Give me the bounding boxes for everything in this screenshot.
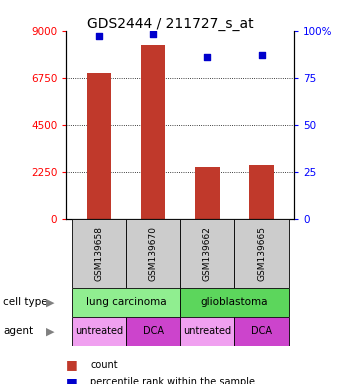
- Point: [205, 54, 210, 60]
- Bar: [195, 167, 220, 219]
- Text: ■: ■: [66, 376, 78, 384]
- Text: cell type: cell type: [3, 297, 48, 308]
- Bar: [141, 45, 165, 219]
- Text: GSM139665: GSM139665: [257, 226, 266, 281]
- Text: percentile rank within the sample: percentile rank within the sample: [90, 377, 255, 384]
- Text: ▶: ▶: [46, 326, 54, 336]
- Text: GSM139670: GSM139670: [149, 226, 157, 281]
- Bar: [180, 288, 289, 317]
- Bar: [126, 317, 180, 346]
- Text: DCA: DCA: [251, 326, 272, 336]
- Bar: [249, 164, 274, 219]
- Point: [259, 52, 264, 58]
- Text: count: count: [90, 360, 118, 370]
- Text: ■: ■: [66, 358, 78, 371]
- Bar: [235, 317, 289, 346]
- Text: GSM139662: GSM139662: [203, 226, 212, 281]
- Bar: [180, 317, 235, 346]
- Bar: [180, 219, 235, 288]
- Point: [150, 31, 156, 38]
- Bar: [72, 219, 126, 288]
- Text: untreated: untreated: [75, 326, 123, 336]
- Bar: [87, 73, 111, 219]
- Text: lung carcinoma: lung carcinoma: [86, 297, 166, 308]
- Text: agent: agent: [3, 326, 34, 336]
- Text: DCA: DCA: [142, 326, 164, 336]
- Bar: [72, 288, 180, 317]
- Text: untreated: untreated: [183, 326, 232, 336]
- Point: [96, 33, 102, 40]
- Bar: [235, 219, 289, 288]
- Text: ▶: ▶: [46, 297, 54, 308]
- Text: GDS2444 / 211727_s_at: GDS2444 / 211727_s_at: [87, 17, 253, 31]
- Bar: [126, 219, 180, 288]
- Bar: [72, 317, 126, 346]
- Text: glioblastoma: glioblastoma: [201, 297, 268, 308]
- Text: GSM139658: GSM139658: [94, 226, 103, 281]
